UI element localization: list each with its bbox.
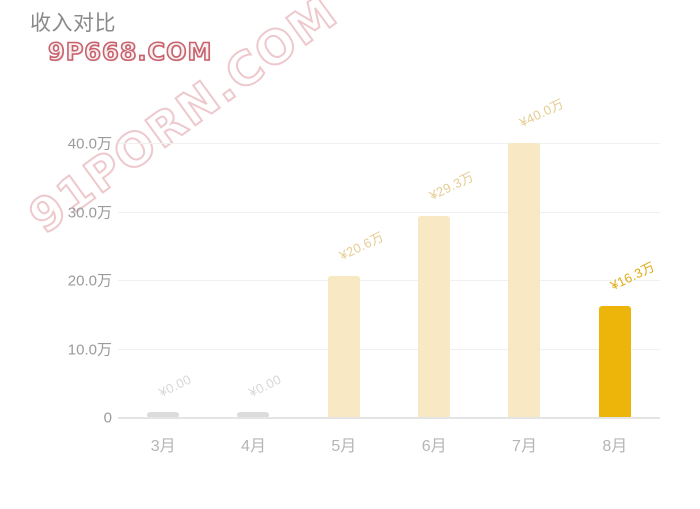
- x-axis-line: [118, 417, 660, 418]
- bar[interactable]: [237, 412, 270, 418]
- plot-area: ¥0.00 ¥0.00 ¥20.6万 ¥29.3万 ¥40.0万 ¥16.3万: [118, 96, 660, 419]
- bar[interactable]: [147, 412, 180, 418]
- y-axis-tick-label: 30.0万: [67, 204, 112, 222]
- page-title: 收入对比: [30, 12, 116, 35]
- bar-value-label: ¥20.6万: [336, 229, 386, 264]
- y-axis-tick-label: 0: [103, 409, 112, 427]
- bar-group[interactable]: ¥40.0万: [479, 96, 569, 418]
- gridline: [118, 280, 660, 282]
- bar[interactable]: [327, 276, 360, 418]
- bar-group[interactable]: ¥0.00: [118, 136, 208, 418]
- gridline: [118, 211, 660, 213]
- x-axis-tick-label: 7月: [512, 438, 537, 455]
- bar-value-label: ¥40.0万: [517, 95, 567, 130]
- y-axis-tick-label: 40.0万: [67, 135, 112, 153]
- bar-value-label: ¥0.00: [156, 371, 194, 400]
- gridline: [118, 349, 660, 351]
- y-axis-tick-label: 10.0万: [67, 341, 112, 359]
- bar-group[interactable]: ¥16.3万: [570, 136, 660, 418]
- y-axis-tick-label: 20.0万: [67, 272, 112, 290]
- bar[interactable]: [508, 142, 541, 418]
- x-axis-tick-label: 4月: [241, 438, 266, 455]
- bar-group[interactable]: ¥0.00: [208, 136, 298, 418]
- x-axis-tick-label: 6月: [421, 438, 447, 455]
- bar-group[interactable]: ¥29.3万: [389, 136, 479, 418]
- x-axis-tick-label: 8月: [602, 438, 628, 455]
- gridline: [118, 418, 660, 419]
- bar-group[interactable]: ¥20.6万: [299, 136, 389, 418]
- x-axis-tick-label: 5月: [331, 438, 357, 455]
- gridline: [118, 142, 660, 144]
- bar[interactable]: [418, 216, 451, 418]
- bar-value-label: ¥29.3万: [427, 169, 477, 204]
- bar-value-label: ¥0.00: [246, 371, 285, 400]
- x-axis-tick-label: 3月: [150, 438, 176, 455]
- bar[interactable]: [598, 305, 631, 418]
- header-watermark: 9P668.COM: [47, 37, 213, 67]
- bar-value-label: ¥16.3万: [607, 258, 657, 293]
